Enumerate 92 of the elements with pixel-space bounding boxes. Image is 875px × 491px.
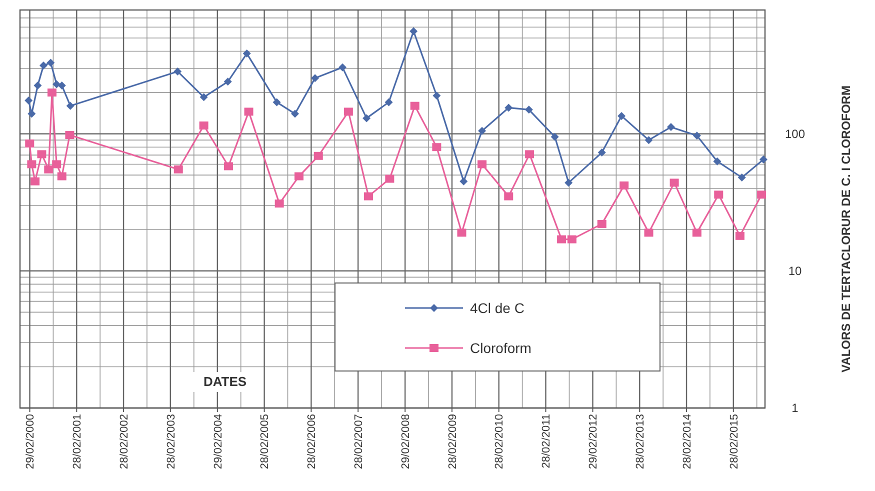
- legend-label: 4Cl de C: [470, 300, 524, 316]
- point: [620, 181, 629, 190]
- point: [47, 88, 56, 97]
- x-tick-label: 28/02/2014: [681, 414, 694, 470]
- point: [738, 174, 746, 182]
- point: [362, 114, 371, 122]
- point: [670, 178, 679, 187]
- point: [618, 112, 626, 120]
- point: [174, 165, 183, 174]
- point: [314, 152, 323, 160]
- point: [272, 98, 281, 106]
- point: [30, 177, 40, 186]
- point: [24, 96, 33, 104]
- x-tick-label: 28/02/2013: [634, 414, 646, 470]
- point: [557, 235, 566, 244]
- point: [294, 172, 304, 180]
- point: [598, 148, 606, 157]
- point: [224, 78, 232, 86]
- point: [759, 155, 768, 164]
- point: [174, 67, 182, 76]
- point: [364, 192, 373, 200]
- point: [564, 178, 573, 187]
- point: [66, 102, 74, 110]
- point: [291, 110, 300, 118]
- x-tick-label: 29/02/2000: [24, 414, 37, 470]
- x-tick-label: 28/02/2010: [494, 414, 506, 470]
- y-tick-label: 10: [788, 264, 802, 278]
- point: [52, 160, 62, 168]
- point: [597, 220, 606, 228]
- point: [410, 102, 420, 110]
- point: [432, 143, 442, 152]
- point: [692, 132, 701, 140]
- x-tick-label: 28/02/2007: [352, 414, 365, 470]
- point: [550, 132, 559, 141]
- x-tick-label: 28/02/2003: [165, 414, 178, 470]
- x-axis-title: DATES: [203, 374, 247, 389]
- point: [410, 27, 418, 36]
- point: [65, 131, 74, 140]
- point: [25, 139, 34, 148]
- point: [644, 136, 653, 144]
- point: [384, 98, 393, 106]
- y-tick-label: 100: [784, 127, 806, 142]
- y-axis-title: VALORS DE TERTACLORUR DE C. I CLOROFORM: [839, 86, 853, 372]
- point: [644, 228, 654, 237]
- x-tick-label: 28/02/2006: [306, 414, 318, 470]
- legend-label: Cloroform: [470, 340, 532, 356]
- x-tick-label: 29/02/2004: [212, 414, 224, 470]
- point: [713, 157, 722, 166]
- point: [44, 165, 54, 174]
- x-tick-label: 28/02/2002: [118, 414, 130, 470]
- point: [58, 82, 66, 90]
- point: [34, 82, 42, 90]
- point: [40, 61, 48, 70]
- point: [244, 108, 254, 116]
- y-tick-label: 1: [792, 401, 799, 416]
- point: [432, 92, 441, 100]
- point: [338, 63, 347, 72]
- point: [27, 160, 36, 168]
- point: [199, 121, 208, 130]
- point: [385, 174, 394, 183]
- point: [524, 106, 533, 114]
- x-tick-label: 28/02/2001: [71, 414, 84, 470]
- x-tick-label: 28/02/2009: [446, 414, 459, 470]
- point: [52, 80, 61, 88]
- point: [504, 192, 514, 200]
- point: [714, 190, 724, 199]
- point: [57, 172, 66, 180]
- point: [525, 150, 534, 158]
- point: [28, 110, 36, 118]
- point: [224, 162, 233, 170]
- point: [274, 200, 284, 208]
- x-tick-label: 28/02/2011: [540, 414, 553, 468]
- point: [200, 93, 208, 102]
- point: [457, 228, 466, 237]
- point: [46, 58, 55, 67]
- point: [311, 74, 320, 82]
- point: [735, 232, 744, 240]
- point: [478, 126, 486, 135]
- point: [460, 177, 468, 186]
- x-tick-label: 28/02/2005: [259, 414, 272, 470]
- point: [504, 104, 513, 112]
- point: [242, 50, 251, 58]
- point: [344, 108, 353, 116]
- x-tick-label: 29/02/2008: [400, 414, 412, 470]
- x-tick-label: 29/02/2012: [588, 414, 600, 470]
- point: [666, 123, 675, 132]
- point: [757, 190, 766, 199]
- point: [567, 235, 576, 244]
- x-tick-label: 28/02/2015: [728, 414, 740, 470]
- point: [37, 150, 46, 158]
- point: [478, 160, 487, 168]
- point: [692, 228, 702, 237]
